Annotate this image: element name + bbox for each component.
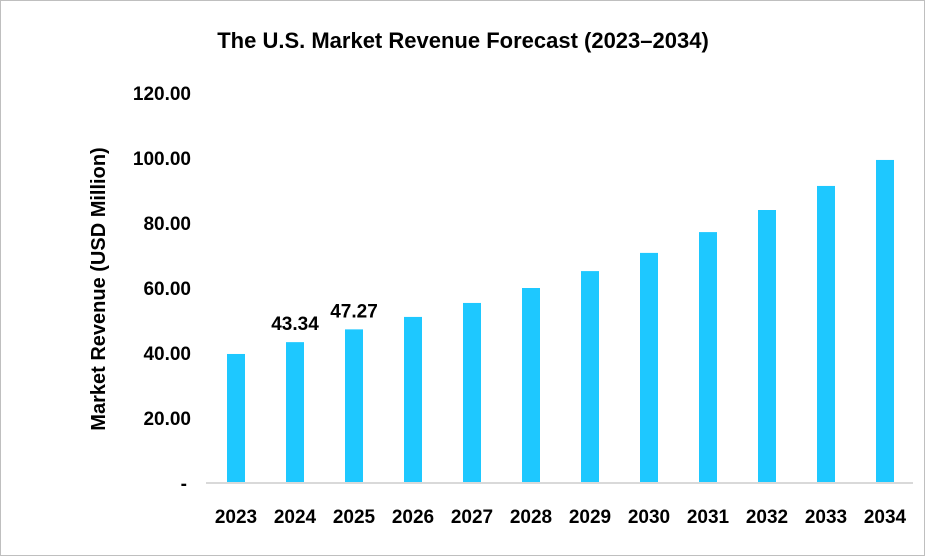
y-tick-label: 100.00 [133, 149, 191, 170]
bar-2025 [345, 329, 363, 483]
bar-2027 [463, 302, 481, 483]
x-tick-label: 2033 [805, 507, 847, 528]
x-tick-label: 2027 [451, 507, 493, 528]
x-tick-label: 2026 [392, 507, 434, 528]
y-tick-label: 120.00 [133, 84, 191, 105]
x-tick-label: 2034 [864, 507, 907, 528]
y-tick-label: 60.00 [143, 279, 191, 300]
bar-2024 [286, 342, 304, 483]
y-tick-label: 20.00 [143, 409, 191, 430]
y-tick-label: 80.00 [143, 214, 191, 235]
y-axis-label: Market Revenue (USD Million) [88, 147, 110, 430]
x-tick-label: 2032 [746, 507, 788, 528]
x-tick-label: 2030 [628, 507, 670, 528]
bar-2030 [640, 252, 658, 483]
x-tick-label: 2025 [333, 507, 376, 528]
bar-2031 [699, 232, 717, 483]
data-label-2025: 47.27 [330, 301, 378, 322]
bar-2029 [581, 271, 599, 483]
bar-2028 [522, 288, 540, 483]
y-tick-label: 40.00 [143, 344, 191, 365]
bar-2023 [227, 353, 245, 483]
x-tick-label: 2029 [569, 507, 611, 528]
bar-2033 [817, 185, 835, 483]
bar-2032 [758, 210, 776, 483]
bar-2026 [404, 316, 422, 483]
x-tick-label: 2024 [274, 507, 317, 528]
x-tick-label: 2028 [510, 507, 552, 528]
x-tick-label: 2023 [215, 507, 257, 528]
bar-2034 [876, 159, 894, 483]
y-tick-label: - [181, 474, 187, 495]
data-label-2024: 43.34 [271, 314, 319, 335]
chart-title: The U.S. Market Revenue Forecast (2023–2… [217, 28, 709, 53]
x-tick-label: 2031 [687, 507, 730, 528]
